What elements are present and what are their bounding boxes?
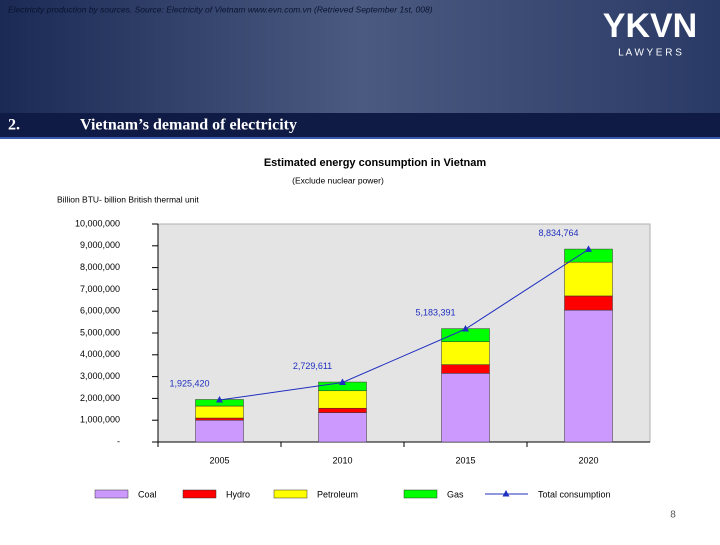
legend-marker — [502, 490, 510, 497]
y-tick-label: - — [117, 436, 120, 446]
y-axis-label: Billion BTU- billion British thermal uni… — [57, 194, 199, 204]
section-number: 2. — [8, 117, 20, 134]
line-marker — [585, 245, 592, 252]
x-tick-label: 2005 — [209, 455, 229, 465]
logo-sub: L A W Y E R S — [618, 48, 682, 59]
y-tick-label: 3,000,000 — [80, 371, 120, 381]
value-label: 1,925,420 — [169, 378, 209, 388]
legend-label: Coal — [138, 489, 157, 499]
legend-swatch — [182, 489, 217, 499]
chart-title: Estimated energy consumption in Vietnam — [264, 157, 487, 169]
value-label: 5,183,391 — [415, 307, 455, 317]
source-note: Electricity production by sources. Sourc… — [8, 4, 433, 14]
y-tick-label: 8,000,000 — [80, 262, 120, 272]
logo: YKVN — [603, 7, 697, 45]
y-tick-label: 4,000,000 — [80, 349, 120, 359]
line-marker — [462, 325, 469, 332]
y-tick-label: 9,000,000 — [80, 240, 120, 250]
legend-swatch — [273, 489, 308, 499]
legend-swatch — [94, 489, 129, 499]
line-marker — [339, 378, 346, 385]
legend-label: Petroleum — [317, 489, 358, 499]
y-tick-label: 1,000,000 — [80, 415, 120, 425]
bar-segment — [318, 412, 367, 443]
y-tick-label: 5,000,000 — [80, 327, 120, 337]
x-tick-label: 2020 — [578, 455, 598, 465]
section-title: Vietnam’s demand of electricity — [80, 117, 297, 134]
bar-segment — [318, 407, 367, 413]
legend-label: Total consumption — [538, 489, 611, 499]
legend-label: Hydro — [226, 489, 250, 499]
bar-segment — [564, 295, 613, 311]
legend-swatch — [403, 489, 438, 499]
y-tick-label: 10,000,000 — [75, 218, 120, 228]
y-tick-label: 7,000,000 — [80, 284, 120, 294]
bar-segment — [195, 419, 244, 443]
bar-segment — [441, 341, 490, 365]
header-band — [0, 0, 720, 113]
bar-segment — [195, 417, 244, 421]
y-tick-label: 2,000,000 — [80, 393, 120, 403]
x-tick-label: 2010 — [332, 455, 352, 465]
legend-label: Gas — [447, 489, 464, 499]
value-label: 2,729,611 — [293, 361, 332, 371]
chart-subtitle: (Exclude nuclear power) — [292, 175, 384, 185]
bar-segment — [318, 390, 367, 409]
total-line — [219, 248, 589, 401]
bar-segment — [195, 405, 244, 419]
y-tick-label: 6,000,000 — [80, 306, 120, 316]
page-number: 8 — [670, 510, 676, 521]
section-band — [0, 113, 720, 138]
bar-segment — [441, 373, 490, 443]
bar-segment — [441, 364, 490, 374]
bar-segment — [564, 309, 613, 443]
value-label: 8,834,764 — [538, 228, 578, 238]
x-tick-label: 2015 — [455, 455, 475, 465]
line-marker — [216, 396, 223, 403]
bar-segment — [564, 261, 613, 297]
